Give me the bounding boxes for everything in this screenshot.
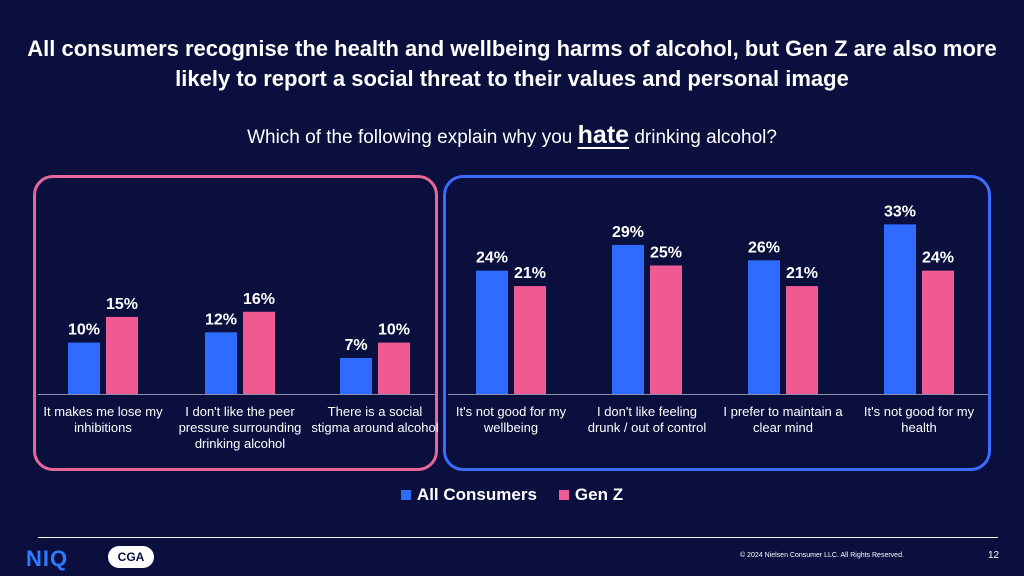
- data-label-gen-z-4: 21%: [514, 265, 546, 282]
- category-label-1: It makes me lose my inhibitions: [43, 404, 163, 435]
- bar-all-consumers-2: [205, 332, 237, 394]
- bar-all-consumers-5: [612, 244, 644, 394]
- footer-divider: [38, 537, 998, 538]
- legend-label-gen-z: Gen Z: [574, 485, 624, 504]
- category-label-6: I prefer to maintain a clear mind: [723, 404, 843, 435]
- bar-all-consumers-1: [68, 342, 100, 394]
- question-emphasis: hate: [577, 121, 630, 149]
- bar-gen-z-7: [922, 270, 954, 394]
- chart-legend: All Consumers Gen Z: [0, 485, 1024, 505]
- legend-swatch-all-consumers: [400, 490, 411, 500]
- data-label-all-consumers-5: 29%: [612, 224, 644, 241]
- bar-all-consumers-7: [884, 224, 916, 394]
- niq-logo: NIQ: [26, 546, 69, 571]
- cga-logo: CGA: [108, 546, 154, 568]
- bar-all-consumers-6: [748, 260, 780, 394]
- data-label-all-consumers-2: 12%: [205, 311, 237, 328]
- data-label-gen-z-6: 21%: [786, 265, 818, 282]
- legend-swatch-gen-z: [558, 490, 569, 500]
- social-reasons-group-box: [33, 175, 438, 471]
- data-label-gen-z-7: 24%: [922, 250, 954, 267]
- legend-item-all-consumers: All Consumers: [400, 485, 537, 505]
- bar-gen-z-1: [106, 316, 138, 394]
- health-reasons-group-box: [443, 175, 991, 471]
- data-label-all-consumers-1: 10%: [68, 322, 100, 339]
- legend-label-all-consumers: All Consumers: [416, 485, 537, 504]
- bar-gen-z-5: [650, 265, 682, 394]
- survey-question: Which of the following explain why you h…: [0, 120, 1024, 153]
- page-number: 12: [988, 550, 1000, 561]
- data-label-all-consumers-7: 33%: [884, 203, 916, 220]
- slide-title: All consumers recognise the health and w…: [27, 36, 997, 91]
- data-label-gen-z-1: 15%: [106, 296, 138, 313]
- data-label-gen-z-3: 10%: [378, 322, 410, 339]
- question-text-before: Which of the following explain why you: [247, 127, 573, 148]
- data-label-all-consumers-6: 26%: [748, 239, 780, 256]
- bar-gen-z-2: [243, 311, 275, 394]
- category-label-5: I don't like feeling drunk / out of cont…: [587, 404, 707, 435]
- bar-all-consumers-4: [476, 270, 508, 394]
- bar-all-consumers-3: [340, 358, 372, 394]
- data-label-gen-z-5: 25%: [650, 245, 682, 262]
- legend-item-gen-z: Gen Z: [558, 485, 624, 505]
- bar-gen-z-3: [378, 342, 410, 394]
- bar-gen-z-4: [514, 286, 546, 394]
- bar-gen-z-6: [786, 286, 818, 394]
- category-label-2: I don't like the peer pressure surroundi…: [178, 404, 302, 451]
- category-label-3: There is a social stigma around alcohol: [311, 404, 439, 435]
- data-label-gen-z-2: 16%: [243, 291, 275, 308]
- copyright-text: © 2024 Nielsen Consumer LLC. All Rights …: [740, 552, 904, 559]
- question-text-after: drinking alcohol?: [634, 127, 777, 148]
- data-label-all-consumers-4: 24%: [476, 250, 508, 267]
- category-label-7: It's not good for my health: [863, 404, 975, 435]
- data-label-all-consumers-3: 7%: [344, 337, 367, 354]
- category-label-4: It's not good for my wellbeing: [455, 404, 567, 435]
